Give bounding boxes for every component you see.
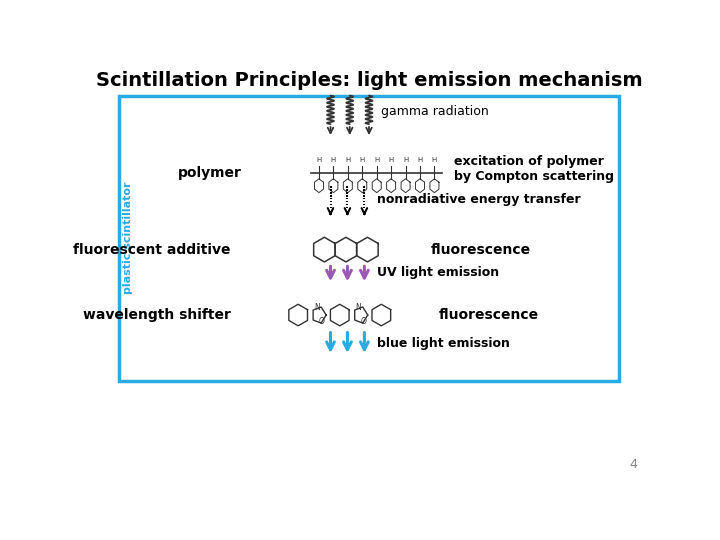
- Text: fluorescent additive: fluorescent additive: [73, 242, 230, 256]
- Text: excitation of polymer
by Compton scattering: excitation of polymer by Compton scatter…: [454, 155, 613, 183]
- Text: plastic scintillator: plastic scintillator: [123, 182, 133, 294]
- Text: wavelength shifter: wavelength shifter: [83, 308, 230, 322]
- Text: fluorescence: fluorescence: [431, 242, 531, 256]
- Text: H: H: [359, 157, 365, 164]
- Bar: [119, 96, 619, 381]
- Text: H: H: [316, 157, 322, 164]
- Text: H: H: [330, 157, 336, 164]
- Text: UV light emission: UV light emission: [377, 266, 499, 279]
- Text: Scintillation Principles: light emission mechanism: Scintillation Principles: light emission…: [96, 71, 642, 90]
- Text: H: H: [403, 157, 408, 164]
- Text: polymer: polymer: [178, 166, 242, 180]
- Text: H: H: [418, 157, 423, 164]
- Text: H: H: [389, 157, 394, 164]
- Text: H: H: [432, 157, 437, 164]
- Text: N: N: [314, 303, 320, 312]
- Text: gamma radiation: gamma radiation: [381, 105, 488, 118]
- Text: fluorescence: fluorescence: [438, 308, 539, 322]
- Text: N: N: [356, 303, 361, 312]
- Text: 4: 4: [629, 458, 637, 471]
- Text: O: O: [319, 318, 325, 327]
- Text: blue light emission: blue light emission: [377, 337, 510, 350]
- Text: O: O: [361, 318, 366, 327]
- Text: H: H: [345, 157, 351, 164]
- Text: nonradiative energy transfer: nonradiative energy transfer: [377, 193, 580, 206]
- Text: H: H: [374, 157, 379, 164]
